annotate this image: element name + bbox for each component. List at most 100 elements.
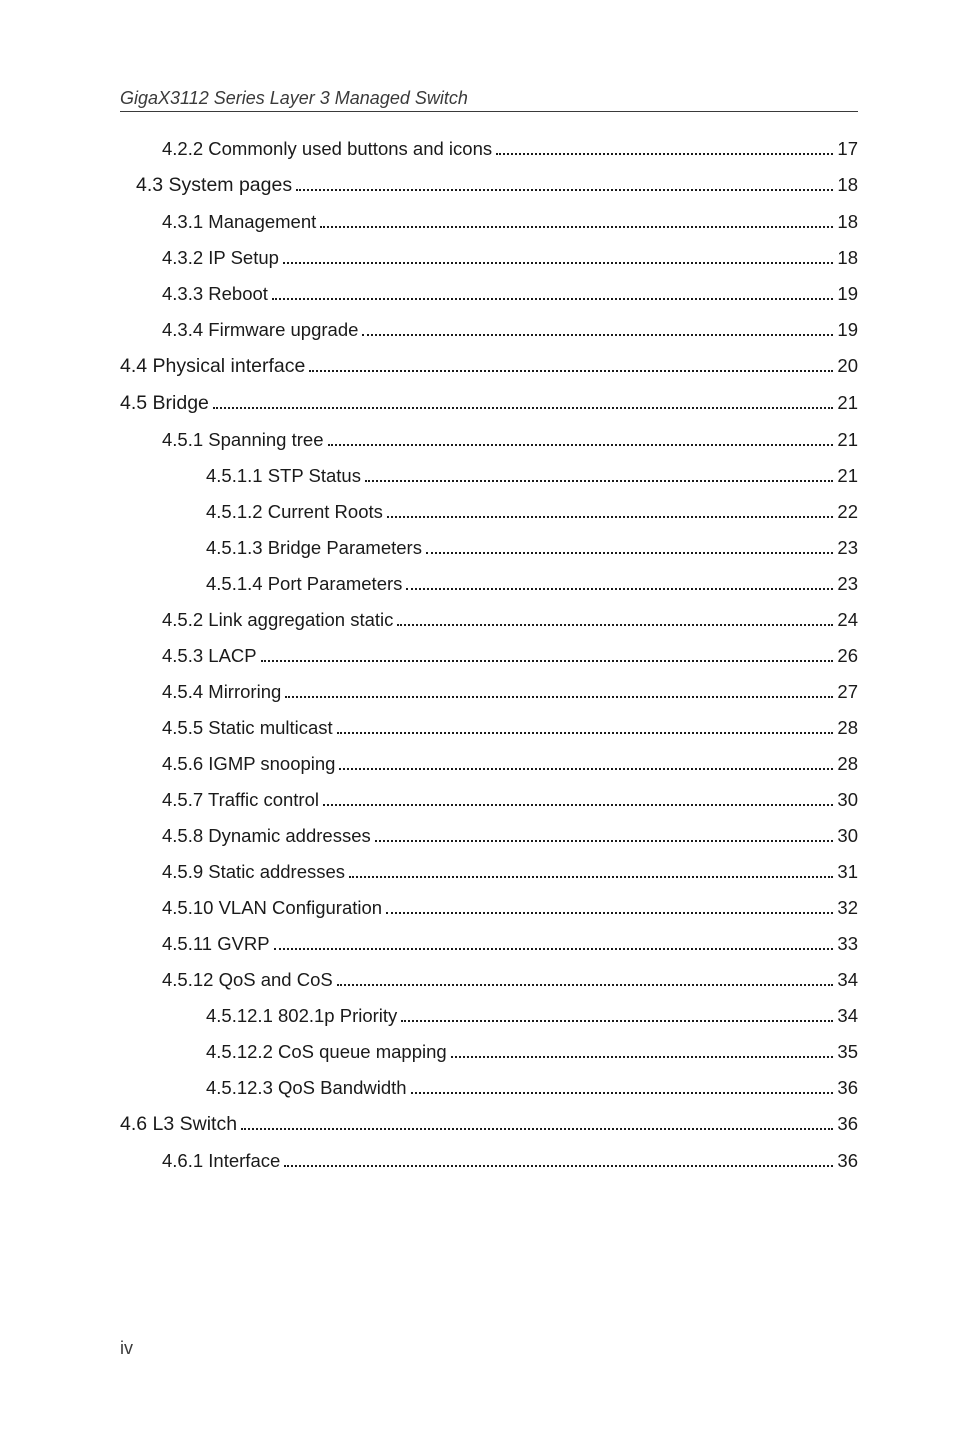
toc-leader-dots — [362, 319, 833, 336]
toc-label: 4.5.4 Mirroring — [162, 681, 281, 703]
toc-leader-dots — [274, 933, 834, 950]
toc-label: 4.5.11 GVRP — [162, 933, 270, 955]
toc-label: 4.5.8 Dynamic addresses — [162, 825, 371, 847]
toc-leader-dots — [397, 609, 833, 626]
toc-page-number: 19 — [837, 319, 858, 341]
toc-row: 4.2.2 Commonly used buttons and icons 17 — [162, 138, 858, 160]
toc-page-number: 36 — [837, 1113, 858, 1135]
toc-row: 4.5.11 GVRP 33 — [162, 933, 858, 955]
toc-leader-dots — [375, 825, 834, 842]
toc-leader-dots — [365, 465, 833, 482]
toc-page-number: 18 — [837, 174, 858, 196]
toc-leader-dots — [406, 573, 833, 590]
toc-page-number: 26 — [837, 645, 858, 667]
toc-row: 4.3.4 Firmware upgrade 19 — [162, 319, 858, 341]
toc-leader-dots — [426, 537, 833, 554]
toc-label: 4.5.5 Static multicast — [162, 717, 333, 739]
toc-row: 4.5.1.2 Current Roots 22 — [206, 501, 858, 523]
toc-page-number: 28 — [837, 753, 858, 775]
toc-page-number: 24 — [837, 609, 858, 631]
toc-label: 4.5.1.4 Port Parameters — [206, 573, 402, 595]
toc-leader-dots — [320, 211, 833, 228]
toc-row: 4.5.12.1 802.1p Priority 34 — [206, 1005, 858, 1027]
toc-leader-dots — [283, 247, 834, 264]
toc-row: 4.5.5 Static multicast 28 — [162, 717, 858, 739]
toc-label: 4.5 Bridge — [120, 392, 209, 415]
toc-row: 4.5.6 IGMP snooping 28 — [162, 753, 858, 775]
toc-leader-dots — [386, 897, 833, 914]
toc-label: 4.5.12 QoS and CoS — [162, 969, 333, 991]
toc-page-number: 36 — [837, 1150, 858, 1172]
toc-page-number: 28 — [837, 717, 858, 739]
toc-label: 4.5.12.3 QoS Bandwidth — [206, 1077, 407, 1099]
toc-leader-dots — [411, 1077, 834, 1094]
toc-label: 4.5.2 Link aggregation static — [162, 609, 393, 631]
toc-page-number: 23 — [837, 537, 858, 559]
toc-row: 4.4 Physical interface 20 — [120, 355, 858, 378]
toc-label: 4.3 System pages — [136, 174, 292, 197]
toc-page-number: 30 — [837, 789, 858, 811]
toc-row: 4.5.1.4 Port Parameters 23 — [206, 573, 858, 595]
toc-leader-dots — [241, 1113, 833, 1130]
toc-leader-dots — [213, 392, 834, 409]
toc-label: 4.6.1 Interface — [162, 1150, 280, 1172]
toc-label: 4.5.10 VLAN Configuration — [162, 897, 382, 919]
toc-row: 4.5.8 Dynamic addresses 30 — [162, 825, 858, 847]
toc-leader-dots — [296, 174, 833, 191]
toc-row: 4.3 System pages 18 — [136, 174, 858, 197]
toc-leader-dots — [401, 1005, 833, 1022]
toc-row: 4.5.1.1 STP Status 21 — [206, 465, 858, 487]
toc-label: 4.5.12.2 CoS queue mapping — [206, 1041, 447, 1063]
toc-leader-dots — [337, 717, 834, 734]
toc-leader-dots — [285, 681, 833, 698]
toc-leader-dots — [328, 429, 834, 446]
toc-page-number: 31 — [837, 861, 858, 883]
toc-label: 4.5.1.1 STP Status — [206, 465, 361, 487]
toc-page-number: 21 — [837, 429, 858, 451]
toc-label: 4.5.3 LACP — [162, 645, 257, 667]
toc-row: 4.5.1.3 Bridge Parameters 23 — [206, 537, 858, 559]
toc-label: 4.3.1 Management — [162, 211, 316, 233]
toc-page-number: 30 — [837, 825, 858, 847]
table-of-contents: 4.2.2 Commonly used buttons and icons 17… — [120, 138, 858, 1172]
toc-row: 4.3.1 Management 18 — [162, 211, 858, 233]
doc-header: GigaX3112 Series Layer 3 Managed Switch — [120, 88, 858, 112]
toc-label: 4.3.2 IP Setup — [162, 247, 279, 269]
toc-page-number: 20 — [837, 355, 858, 377]
toc-label: 4.3.4 Firmware upgrade — [162, 319, 358, 341]
toc-label: 4.5.7 Traffic control — [162, 789, 319, 811]
toc-page-number: 21 — [837, 392, 858, 414]
toc-leader-dots — [349, 861, 833, 878]
toc-page-number: 18 — [837, 247, 858, 269]
toc-row: 4.5.10 VLAN Configuration 32 — [162, 897, 858, 919]
toc-row: 4.5.12.2 CoS queue mapping 35 — [206, 1041, 858, 1063]
toc-label: 4.4 Physical interface — [120, 355, 305, 378]
toc-row: 4.6.1 Interface 36 — [162, 1150, 858, 1172]
toc-page-number: 27 — [837, 681, 858, 703]
toc-leader-dots — [261, 645, 834, 662]
toc-row: 4.5.12 QoS and CoS 34 — [162, 969, 858, 991]
toc-leader-dots — [323, 789, 833, 806]
toc-row: 4.5 Bridge 21 — [120, 392, 858, 415]
toc-page-number: 18 — [837, 211, 858, 233]
toc-leader-dots — [337, 969, 834, 986]
toc-label: 4.3.3 Reboot — [162, 283, 268, 305]
toc-row: 4.5.1 Spanning tree 21 — [162, 429, 858, 451]
toc-page-number: 33 — [837, 933, 858, 955]
toc-page-number: 23 — [837, 573, 858, 595]
toc-label: 4.2.2 Commonly used buttons and icons — [162, 138, 492, 160]
toc-label: 4.5.6 IGMP snooping — [162, 753, 335, 775]
toc-page-number: 19 — [837, 283, 858, 305]
toc-row: 4.6 L3 Switch 36 — [120, 1113, 858, 1136]
toc-row: 4.5.4 Mirroring 27 — [162, 681, 858, 703]
toc-leader-dots — [309, 355, 833, 372]
toc-row: 4.5.2 Link aggregation static 24 — [162, 609, 858, 631]
toc-leader-dots — [272, 283, 833, 300]
toc-page-number: 34 — [837, 1005, 858, 1027]
toc-leader-dots — [339, 753, 833, 770]
toc-label: 4.5.1.2 Current Roots — [206, 501, 383, 523]
toc-page-number: 32 — [837, 897, 858, 919]
toc-leader-dots — [496, 138, 833, 155]
toc-page-number: 21 — [837, 465, 858, 487]
toc-row: 4.5.12.3 QoS Bandwidth 36 — [206, 1077, 858, 1099]
